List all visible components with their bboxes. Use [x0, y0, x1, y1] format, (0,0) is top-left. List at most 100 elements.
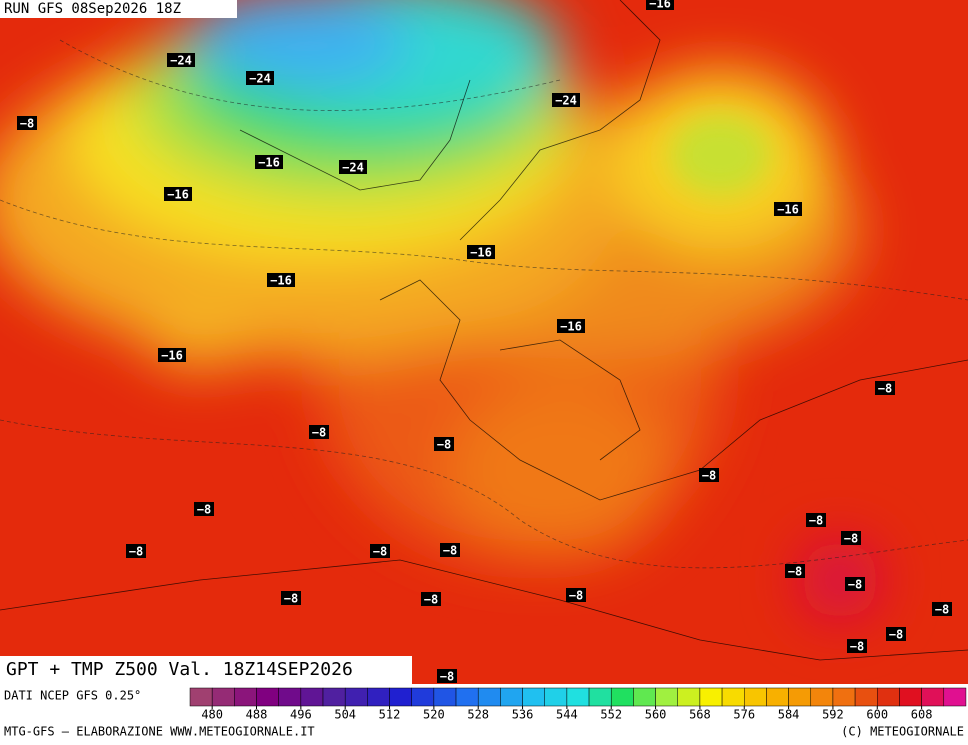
contour-label-box: [281, 591, 301, 605]
colorbar-tick-label: 584: [778, 708, 800, 722]
contour-label-box: [309, 425, 329, 439]
colorbar-tick-label: 520: [423, 708, 445, 722]
contour-label-box: [806, 513, 826, 527]
colorbar-tick-label: 560: [645, 708, 667, 722]
colorbar-swatch: [566, 687, 590, 707]
contour-label-box: [847, 639, 867, 653]
contour-label-box: [440, 543, 460, 557]
colorbar-tick-label: 576: [733, 708, 755, 722]
contour-label: −8: [129, 545, 143, 559]
colorbar-swatch: [721, 687, 745, 707]
contour-label-box: [566, 588, 586, 602]
footer-left: MTG-GFS — ELABORAZIONE WWW.METEOGIORNALE…: [4, 725, 315, 739]
colorbar-tick-label: 528: [467, 708, 489, 722]
contour-label: −16: [270, 274, 292, 288]
contour-label-box: [421, 592, 441, 606]
colorbar-swatch: [921, 687, 945, 707]
contour-label: −8: [437, 438, 451, 452]
colorbar-swatch: [500, 687, 523, 707]
contour-label: −8: [312, 426, 326, 440]
contour-label-box: [557, 319, 585, 333]
colorbar-tick-label: 552: [600, 708, 622, 722]
colorbar-swatch: [433, 687, 457, 707]
colorbar-swatch: [411, 687, 435, 707]
contour-label: −8: [850, 640, 864, 654]
contour-label: −24: [555, 94, 577, 108]
colorbar-swatch: [610, 687, 634, 707]
contour-label: −8: [440, 670, 454, 684]
colorbar-tick-label: 488: [246, 708, 268, 722]
contour-label: −8: [20, 117, 34, 131]
contour-label-box: [339, 160, 367, 174]
contour-label: −8: [569, 589, 583, 603]
map-title: GPT + TMP Z500 Val. 18Z14SEP2026: [6, 659, 353, 680]
colorbar-swatch: [189, 687, 213, 707]
title-box: [0, 656, 412, 684]
contour-label-box: [932, 602, 952, 616]
colorbar-swatch: [899, 687, 922, 707]
colorbar-swatch: [544, 687, 568, 707]
contour-label-box: [17, 116, 37, 130]
contour-label-box: [699, 468, 719, 482]
contour-label-box: [646, 0, 674, 10]
colorbar-swatch: [300, 687, 324, 707]
contour-label-box: [785, 564, 805, 578]
colorbar-tick-label: 504: [334, 708, 356, 722]
contour-label: −16: [161, 349, 183, 363]
contour-label: −8: [424, 593, 438, 607]
contour-label: −8: [443, 544, 457, 558]
contour-label: −16: [167, 188, 189, 202]
contour-label: −8: [702, 469, 716, 483]
contour-label-box: [552, 93, 580, 107]
contour-label: −24: [249, 72, 271, 86]
colorbar-swatch: [344, 687, 368, 707]
contour-label-box: [158, 348, 186, 362]
contour-label: −8: [788, 565, 802, 579]
colorbar-swatch: [256, 687, 279, 707]
contour-label-box: [841, 531, 861, 545]
contour-label: −8: [889, 628, 903, 642]
contour-label: −16: [258, 156, 280, 170]
colorbar-swatch: [788, 687, 812, 707]
contour-label-box: [255, 155, 283, 169]
contour-label: −8: [197, 503, 211, 517]
contour-label: −24: [342, 161, 364, 175]
colorbar-swatch: [278, 687, 302, 707]
colorbar-swatch: [943, 687, 967, 707]
colorbar-tick-label: 568: [689, 708, 711, 722]
colorbar-swatch: [211, 687, 235, 707]
contour-label-box: [886, 627, 906, 641]
header-box: [0, 0, 237, 18]
colorbar-tick-label: 592: [822, 708, 844, 722]
colorbar-tick-label: 496: [290, 708, 312, 722]
colorbar-tick-label: 544: [556, 708, 578, 722]
contour-label: −16: [649, 0, 671, 11]
contour-label: −8: [848, 578, 862, 592]
colorbar-swatch: [877, 687, 900, 707]
colorbar-swatch: [677, 687, 701, 707]
contour-label: −8: [284, 592, 298, 606]
colorbar-swatch: [322, 687, 346, 707]
colorbar-swatch: [744, 687, 767, 707]
contour-label-box: [246, 71, 274, 85]
colorbar-swatch: [854, 687, 878, 707]
contour-label: −16: [560, 320, 582, 334]
colorbar-swatch: [588, 687, 612, 707]
contour-label-box: [875, 381, 895, 395]
contour-label-box: [267, 273, 295, 287]
colorbar-swatch: [832, 687, 856, 707]
contour-label: −24: [170, 54, 192, 68]
colorbar-tick-label: 480: [201, 708, 223, 722]
colorbar-swatch: [810, 687, 834, 707]
contour-label-box: [774, 202, 802, 216]
colorbar-swatch: [367, 687, 390, 707]
contour-label-box: [467, 245, 495, 259]
contour-label-box: [164, 187, 192, 201]
contour-label: −16: [470, 246, 492, 260]
map-field: [0, 0, 968, 684]
contour-label: −8: [844, 532, 858, 546]
colorbar-swatch: [699, 687, 723, 707]
contour-label-box: [167, 53, 195, 67]
run-header: RUN GFS 08Sep2026 18Z: [4, 1, 181, 17]
colorbar-swatch: [389, 687, 412, 707]
